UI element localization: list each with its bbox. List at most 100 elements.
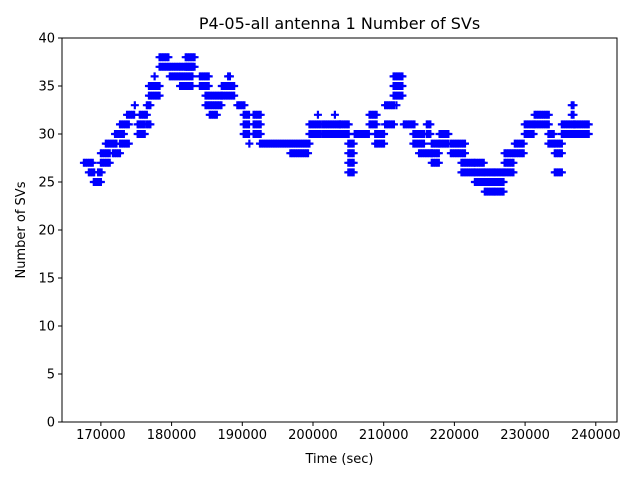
data-point [544, 120, 553, 129]
data-point [569, 101, 578, 110]
y-tick-label: 20 [38, 224, 55, 239]
data-point [380, 139, 389, 148]
x-axis-ticks: 170000 180000 190000 200000 210000 220000 2300… [76, 422, 621, 443]
data-point [230, 82, 239, 90]
data-point [256, 130, 265, 138]
data-point [426, 130, 435, 138]
data-point [130, 101, 139, 110]
data-point [398, 72, 407, 81]
data-point [204, 82, 213, 90]
data-point [240, 101, 249, 110]
data-point [164, 53, 173, 62]
data-point [142, 110, 151, 119]
data-point [105, 158, 114, 167]
y-tick-label: 0 [47, 416, 55, 431]
y-tick-label: 30 [38, 128, 55, 143]
data-point [569, 110, 578, 119]
data-point [410, 120, 419, 129]
data-point [150, 72, 159, 81]
data-point [349, 168, 358, 177]
data-point [479, 158, 488, 167]
x-tick-label: 180000 [147, 428, 197, 443]
data-points [79, 53, 593, 196]
data-point [96, 178, 105, 186]
y-tick-label: 5 [47, 368, 55, 383]
data-point [225, 72, 234, 81]
x-tick-label: 190000 [217, 428, 267, 443]
data-point [344, 120, 353, 129]
data-point [398, 82, 407, 90]
data-point [188, 72, 197, 81]
data-point [519, 139, 528, 148]
x-tick-label: 230000 [500, 428, 550, 443]
data-point [460, 139, 469, 148]
x-tick-label: 240000 [571, 428, 621, 443]
data-point [124, 139, 133, 148]
data-point [119, 130, 128, 138]
data-point [372, 120, 381, 129]
data-point [305, 139, 314, 148]
y-axis-label: Number of SVs [14, 181, 29, 278]
data-point [146, 101, 155, 110]
data-point [509, 168, 518, 177]
data-point [313, 110, 322, 119]
data-point [584, 130, 593, 138]
data-point [188, 82, 197, 90]
data-point [460, 149, 469, 158]
data-point [124, 120, 133, 129]
data-point [557, 139, 566, 148]
data-point [190, 53, 199, 62]
data-point [330, 110, 339, 119]
data-point [549, 130, 558, 138]
data-point [115, 149, 124, 158]
y-axis-ticks: 0 5 10 15 20 25 30 35 40 [38, 32, 62, 431]
data-point [419, 139, 428, 148]
data-point [88, 158, 97, 167]
data-point [557, 168, 566, 177]
data-point [155, 91, 164, 100]
chart-title: P4-05-all antenna 1 Number of SVs [199, 14, 480, 33]
data-point [372, 110, 381, 119]
data-point [349, 158, 358, 167]
data-point [155, 82, 164, 90]
y-tick-label: 15 [38, 272, 55, 287]
x-tick-label: 170000 [76, 428, 126, 443]
data-point [245, 139, 254, 148]
data-point [204, 72, 213, 81]
x-tick-label: 220000 [430, 428, 480, 443]
data-point [380, 130, 389, 138]
data-point [426, 120, 435, 129]
data-point [256, 120, 265, 129]
data-point [584, 120, 593, 129]
y-tick-label: 10 [38, 320, 55, 335]
x-axis-label: Time (sec) [304, 452, 373, 467]
data-point [389, 120, 398, 129]
data-point [444, 130, 453, 138]
data-point [557, 149, 566, 158]
data-point [304, 149, 313, 158]
x-tick-label: 200000 [288, 428, 338, 443]
y-tick-label: 35 [38, 80, 55, 95]
data-point [349, 149, 358, 158]
data-point [434, 149, 443, 158]
y-tick-label: 40 [38, 32, 55, 47]
data-point [398, 91, 407, 100]
data-point [519, 149, 528, 158]
data-point [509, 158, 518, 167]
data-point [529, 130, 538, 138]
data-point [499, 178, 508, 186]
data-point [434, 158, 443, 167]
data-point [349, 139, 358, 148]
data-point [97, 168, 106, 177]
data-point [190, 62, 199, 71]
data-point [212, 110, 221, 119]
data-point [146, 120, 155, 129]
data-point [256, 110, 265, 119]
data-point [499, 187, 508, 196]
data-point [140, 130, 149, 138]
data-point [217, 101, 226, 110]
y-tick-label: 25 [38, 176, 55, 191]
data-point [392, 101, 401, 110]
data-point [544, 110, 553, 119]
